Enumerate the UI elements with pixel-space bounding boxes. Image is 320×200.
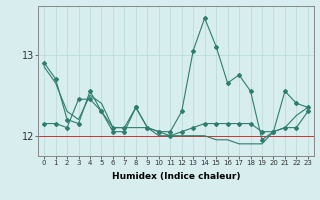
X-axis label: Humidex (Indice chaleur): Humidex (Indice chaleur): [112, 172, 240, 181]
